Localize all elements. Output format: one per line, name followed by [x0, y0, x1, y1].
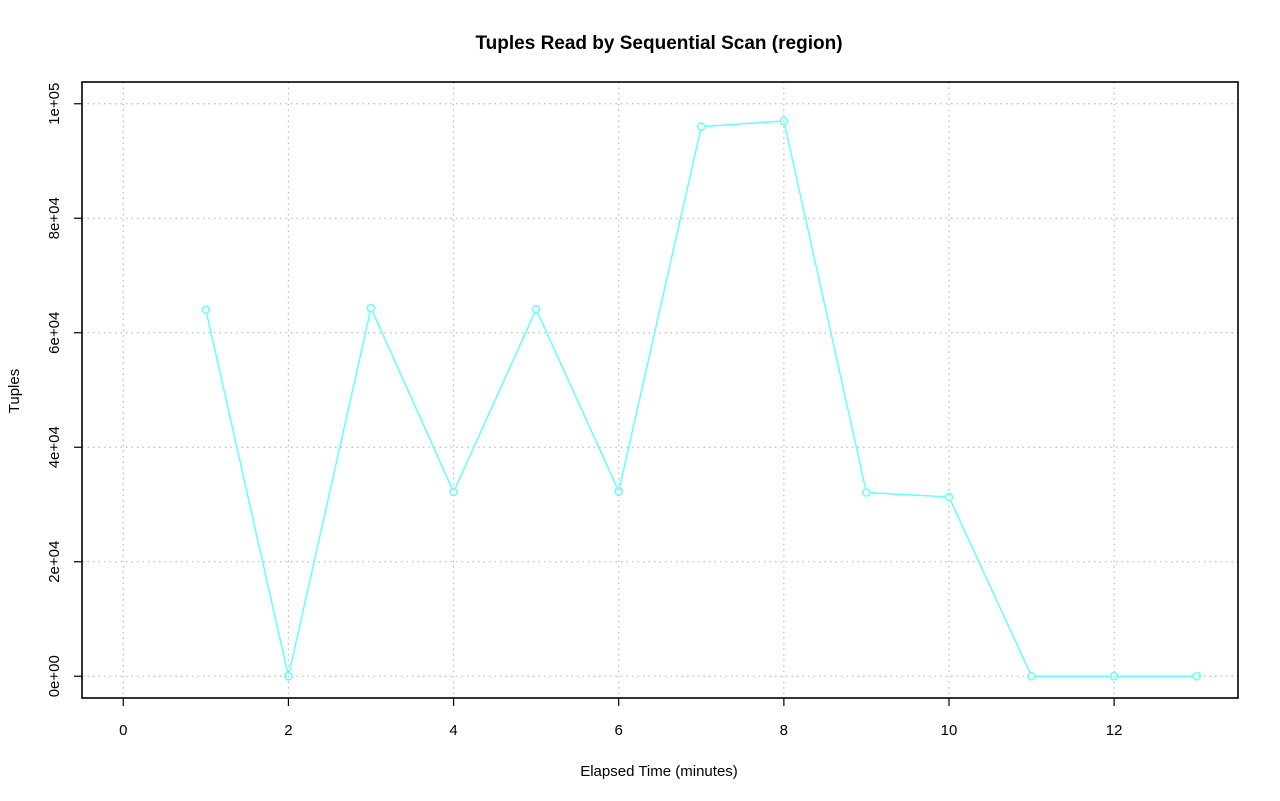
x-tick-label: 0	[119, 722, 127, 739]
series-layer	[201, 116, 1202, 681]
data-point	[284, 671, 293, 681]
series-line-segment	[784, 125, 867, 489]
y-tick-label: 2e+04	[46, 541, 63, 583]
y-tick-label: 4e+04	[46, 426, 63, 468]
x-axis-label: Elapsed Time (minutes)	[580, 763, 738, 780]
x-tick-label: 2	[284, 722, 292, 739]
series-line-segment	[288, 312, 371, 673]
data-point	[1192, 671, 1202, 681]
series-line-segment	[372, 311, 453, 489]
data-point	[779, 116, 789, 126]
y-tick-label: 6e+04	[46, 312, 63, 354]
chart-title: Tuples Read by Sequential Scan (region)	[475, 33, 842, 54]
x-tick-label: 6	[615, 722, 623, 739]
data-point	[614, 486, 624, 496]
y-axis: 0e+00 2e+04 4e+04 6e+04 8e+04 1e+05	[46, 83, 82, 697]
y-axis-label: Tuples	[6, 369, 23, 413]
data-point	[944, 492, 954, 502]
x-tick-label: 8	[780, 722, 788, 739]
plot-frame	[81, 81, 1239, 699]
data-point	[449, 487, 458, 497]
grid	[82, 82, 1238, 698]
y-tick-label: 8e+04	[46, 197, 63, 239]
data-point	[696, 122, 706, 132]
y-tick-label: 0e+00	[46, 655, 63, 697]
series-line-segment	[454, 313, 535, 489]
series-line-segment	[705, 120, 780, 128]
data-point	[531, 304, 541, 314]
data-point	[1109, 671, 1119, 681]
x-tick-label: 4	[449, 722, 457, 739]
data-point	[862, 488, 871, 497]
series-line-segment	[870, 491, 945, 498]
series-line-segment	[618, 130, 702, 488]
x-axis: 0 2 4 6 8 10 12	[119, 698, 1122, 739]
y-tick-label: 1e+05	[46, 83, 63, 125]
data-point	[366, 303, 376, 313]
x-tick-label: 12	[1106, 722, 1123, 739]
series-line-segment	[537, 313, 618, 488]
data-point	[1027, 671, 1036, 681]
data-point	[201, 305, 211, 315]
series-line-segment	[950, 500, 1031, 673]
x-tick-label: 10	[941, 722, 958, 739]
series-line-segment	[206, 314, 289, 673]
